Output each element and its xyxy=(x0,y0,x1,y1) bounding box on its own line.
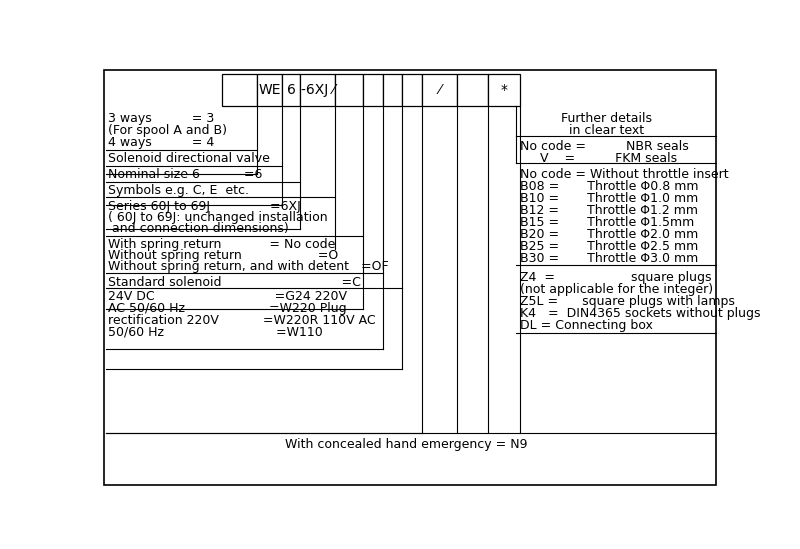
Text: Without spring return, and with detent   =OF: Without spring return, and with detent =… xyxy=(108,260,389,273)
Text: (For spool A and B): (For spool A and B) xyxy=(108,124,227,137)
Bar xyxy=(382,74,402,106)
Bar xyxy=(422,74,457,106)
Bar xyxy=(489,74,520,106)
Bar xyxy=(257,74,282,106)
Text: B25 =       Throttle Φ2.5 mm: B25 = Throttle Φ2.5 mm xyxy=(520,240,698,253)
Text: (not applicable for the integer): (not applicable for the integer) xyxy=(520,283,713,296)
Text: ⁄: ⁄ xyxy=(438,83,441,97)
Text: Solenoid directional valve: Solenoid directional valve xyxy=(108,152,270,165)
Text: in clear text: in clear text xyxy=(569,124,644,137)
Text: DL = Connecting box: DL = Connecting box xyxy=(520,319,653,332)
Text: Without spring return                   =O: Without spring return =O xyxy=(108,249,338,262)
Text: No code =          NBR seals: No code = NBR seals xyxy=(520,140,689,153)
Text: Z4  =                   square plugs: Z4 = square plugs xyxy=(520,271,711,284)
Text: B12 =       Throttle Φ1.2 mm: B12 = Throttle Φ1.2 mm xyxy=(520,204,698,217)
Bar xyxy=(402,74,422,106)
Text: B08 =       Throttle Φ0.8 mm: B08 = Throttle Φ0.8 mm xyxy=(520,180,698,193)
Bar xyxy=(300,74,335,106)
Text: B20 =       Throttle Φ2.0 mm: B20 = Throttle Φ2.0 mm xyxy=(520,228,698,241)
Text: 50/60 Hz                            =W110: 50/60 Hz =W110 xyxy=(108,326,322,339)
Text: B30 =       Throttle Φ3.0 mm: B30 = Throttle Φ3.0 mm xyxy=(520,252,698,265)
Text: 6: 6 xyxy=(286,83,295,97)
Text: Standard solenoid                              =C: Standard solenoid =C xyxy=(108,276,361,289)
Text: WE: WE xyxy=(258,83,281,97)
Text: AC 50/60 Hz                     =W220 Plug: AC 50/60 Hz =W220 Plug xyxy=(108,302,346,315)
Text: Symbols e.g. C, E  etc.: Symbols e.g. C, E etc. xyxy=(108,184,249,197)
Bar xyxy=(335,74,363,106)
Text: Nominal size 6           =6: Nominal size 6 =6 xyxy=(108,168,262,181)
Text: B10 =       Throttle Φ1.0 mm: B10 = Throttle Φ1.0 mm xyxy=(520,192,698,205)
Bar xyxy=(282,74,300,106)
Bar xyxy=(222,74,257,106)
Text: No code = Without throttle insert: No code = Without throttle insert xyxy=(520,168,729,181)
Text: B15 =       Throttle Φ1.5mm: B15 = Throttle Φ1.5mm xyxy=(520,216,694,229)
Text: Further details: Further details xyxy=(561,112,652,125)
Text: 3 ways          = 3: 3 ways = 3 xyxy=(108,112,214,125)
Text: Series 60J to 69J               =6XJ: Series 60J to 69J =6XJ xyxy=(108,200,301,213)
Text: 24V DC                              =G24 220V: 24V DC =G24 220V xyxy=(108,290,347,303)
Text: -6XJ ⁄: -6XJ ⁄ xyxy=(301,83,334,97)
Bar xyxy=(457,74,489,106)
Text: K4   =  DIN4365 sockets without plugs: K4 = DIN4365 sockets without plugs xyxy=(520,307,760,320)
Text: ( 60J to 69J: unchanged installation: ( 60J to 69J: unchanged installation xyxy=(108,211,327,224)
Text: and connection dimensions): and connection dimensions) xyxy=(108,222,289,235)
Bar xyxy=(363,74,382,106)
Text: V    =          FKM seals: V = FKM seals xyxy=(520,152,677,165)
Text: rectification 220V           =W220R 110V AC: rectification 220V =W220R 110V AC xyxy=(108,314,375,327)
Text: With spring return            = No code: With spring return = No code xyxy=(108,238,335,251)
Text: With concealed hand emergency = N9: With concealed hand emergency = N9 xyxy=(285,438,527,451)
Text: 4 ways          = 4: 4 ways = 4 xyxy=(108,136,214,149)
Text: Z5L =      square plugs with lamps: Z5L = square plugs with lamps xyxy=(520,295,734,308)
Text: *: * xyxy=(501,83,508,97)
